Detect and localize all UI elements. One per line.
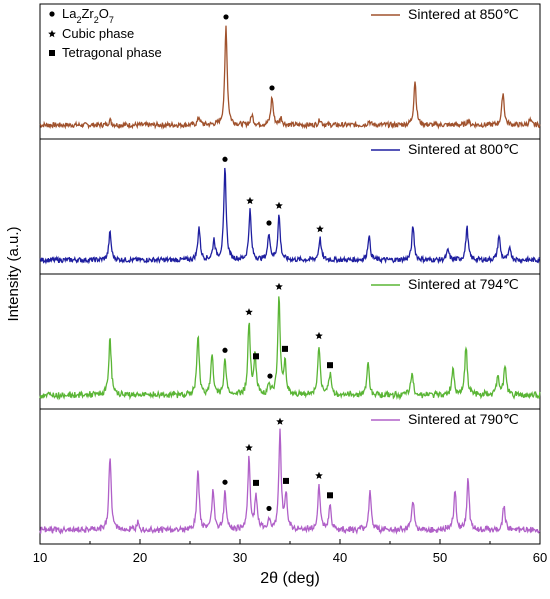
- circle-marker: [266, 220, 272, 226]
- x-axis-label: 2θ (deg): [260, 570, 320, 587]
- circle-marker: [266, 505, 272, 512]
- panel-4: Sintered at 790℃: [39, 408, 541, 535]
- legend-label: La2Zr2O7: [62, 6, 114, 25]
- series-label: Sintered at 794℃: [408, 276, 519, 292]
- series-label: Sintered at 790℃: [408, 411, 519, 427]
- square-marker: [253, 479, 259, 486]
- circle-marker: [222, 156, 228, 162]
- star-marker: [276, 417, 284, 425]
- series-line: [39, 428, 541, 535]
- series-label: Sintered at 850℃: [408, 6, 519, 22]
- star-marker: [316, 225, 324, 233]
- legend-label: Cubic phase: [62, 26, 134, 41]
- circle-marker: [267, 373, 273, 379]
- circle-marker: [222, 479, 228, 485]
- x-tick-label: 50: [433, 550, 447, 565]
- x-tick-label: 20: [133, 550, 147, 565]
- square-legend-marker: [49, 50, 55, 56]
- square-marker: [253, 353, 259, 360]
- square-marker: [327, 362, 333, 369]
- panel-3: Sintered at 794℃: [39, 273, 541, 401]
- series-line: [39, 167, 541, 265]
- star-marker: [275, 282, 283, 290]
- legend-label: Tetragonal phase: [62, 45, 162, 60]
- star-marker: [275, 201, 283, 209]
- square-marker: [283, 477, 289, 484]
- star-legend-marker: [48, 30, 56, 38]
- star-marker: [315, 471, 323, 479]
- star-marker: [315, 331, 323, 340]
- panels: Sintered at 850℃ Sintered at 800℃ Sintered…: [39, 6, 541, 535]
- x-tick-label: 60: [533, 550, 547, 565]
- series-line: [39, 296, 541, 401]
- circle-marker: [269, 85, 275, 91]
- x-tick-label: 40: [333, 550, 347, 565]
- square-marker: [282, 345, 288, 352]
- circle-marker: [222, 347, 228, 353]
- square-marker: [327, 492, 333, 499]
- x-tick-label: 30: [233, 550, 247, 565]
- star-marker: [246, 196, 254, 205]
- panel-1: Sintered at 850℃: [39, 6, 541, 130]
- star-marker: [245, 443, 253, 451]
- series-line: [39, 25, 541, 130]
- circle-legend-marker: [49, 11, 55, 17]
- star-marker: [245, 308, 253, 316]
- circle-marker: [223, 14, 229, 20]
- x-tick-label: 10: [33, 550, 47, 565]
- x-axis: 10 20 30 40 50 60: [33, 539, 547, 565]
- y-axis-label: Intensity (a.u.): [5, 226, 22, 321]
- panel-2: Sintered at 800℃: [39, 138, 541, 265]
- series-label: Sintered at 800℃: [408, 141, 519, 157]
